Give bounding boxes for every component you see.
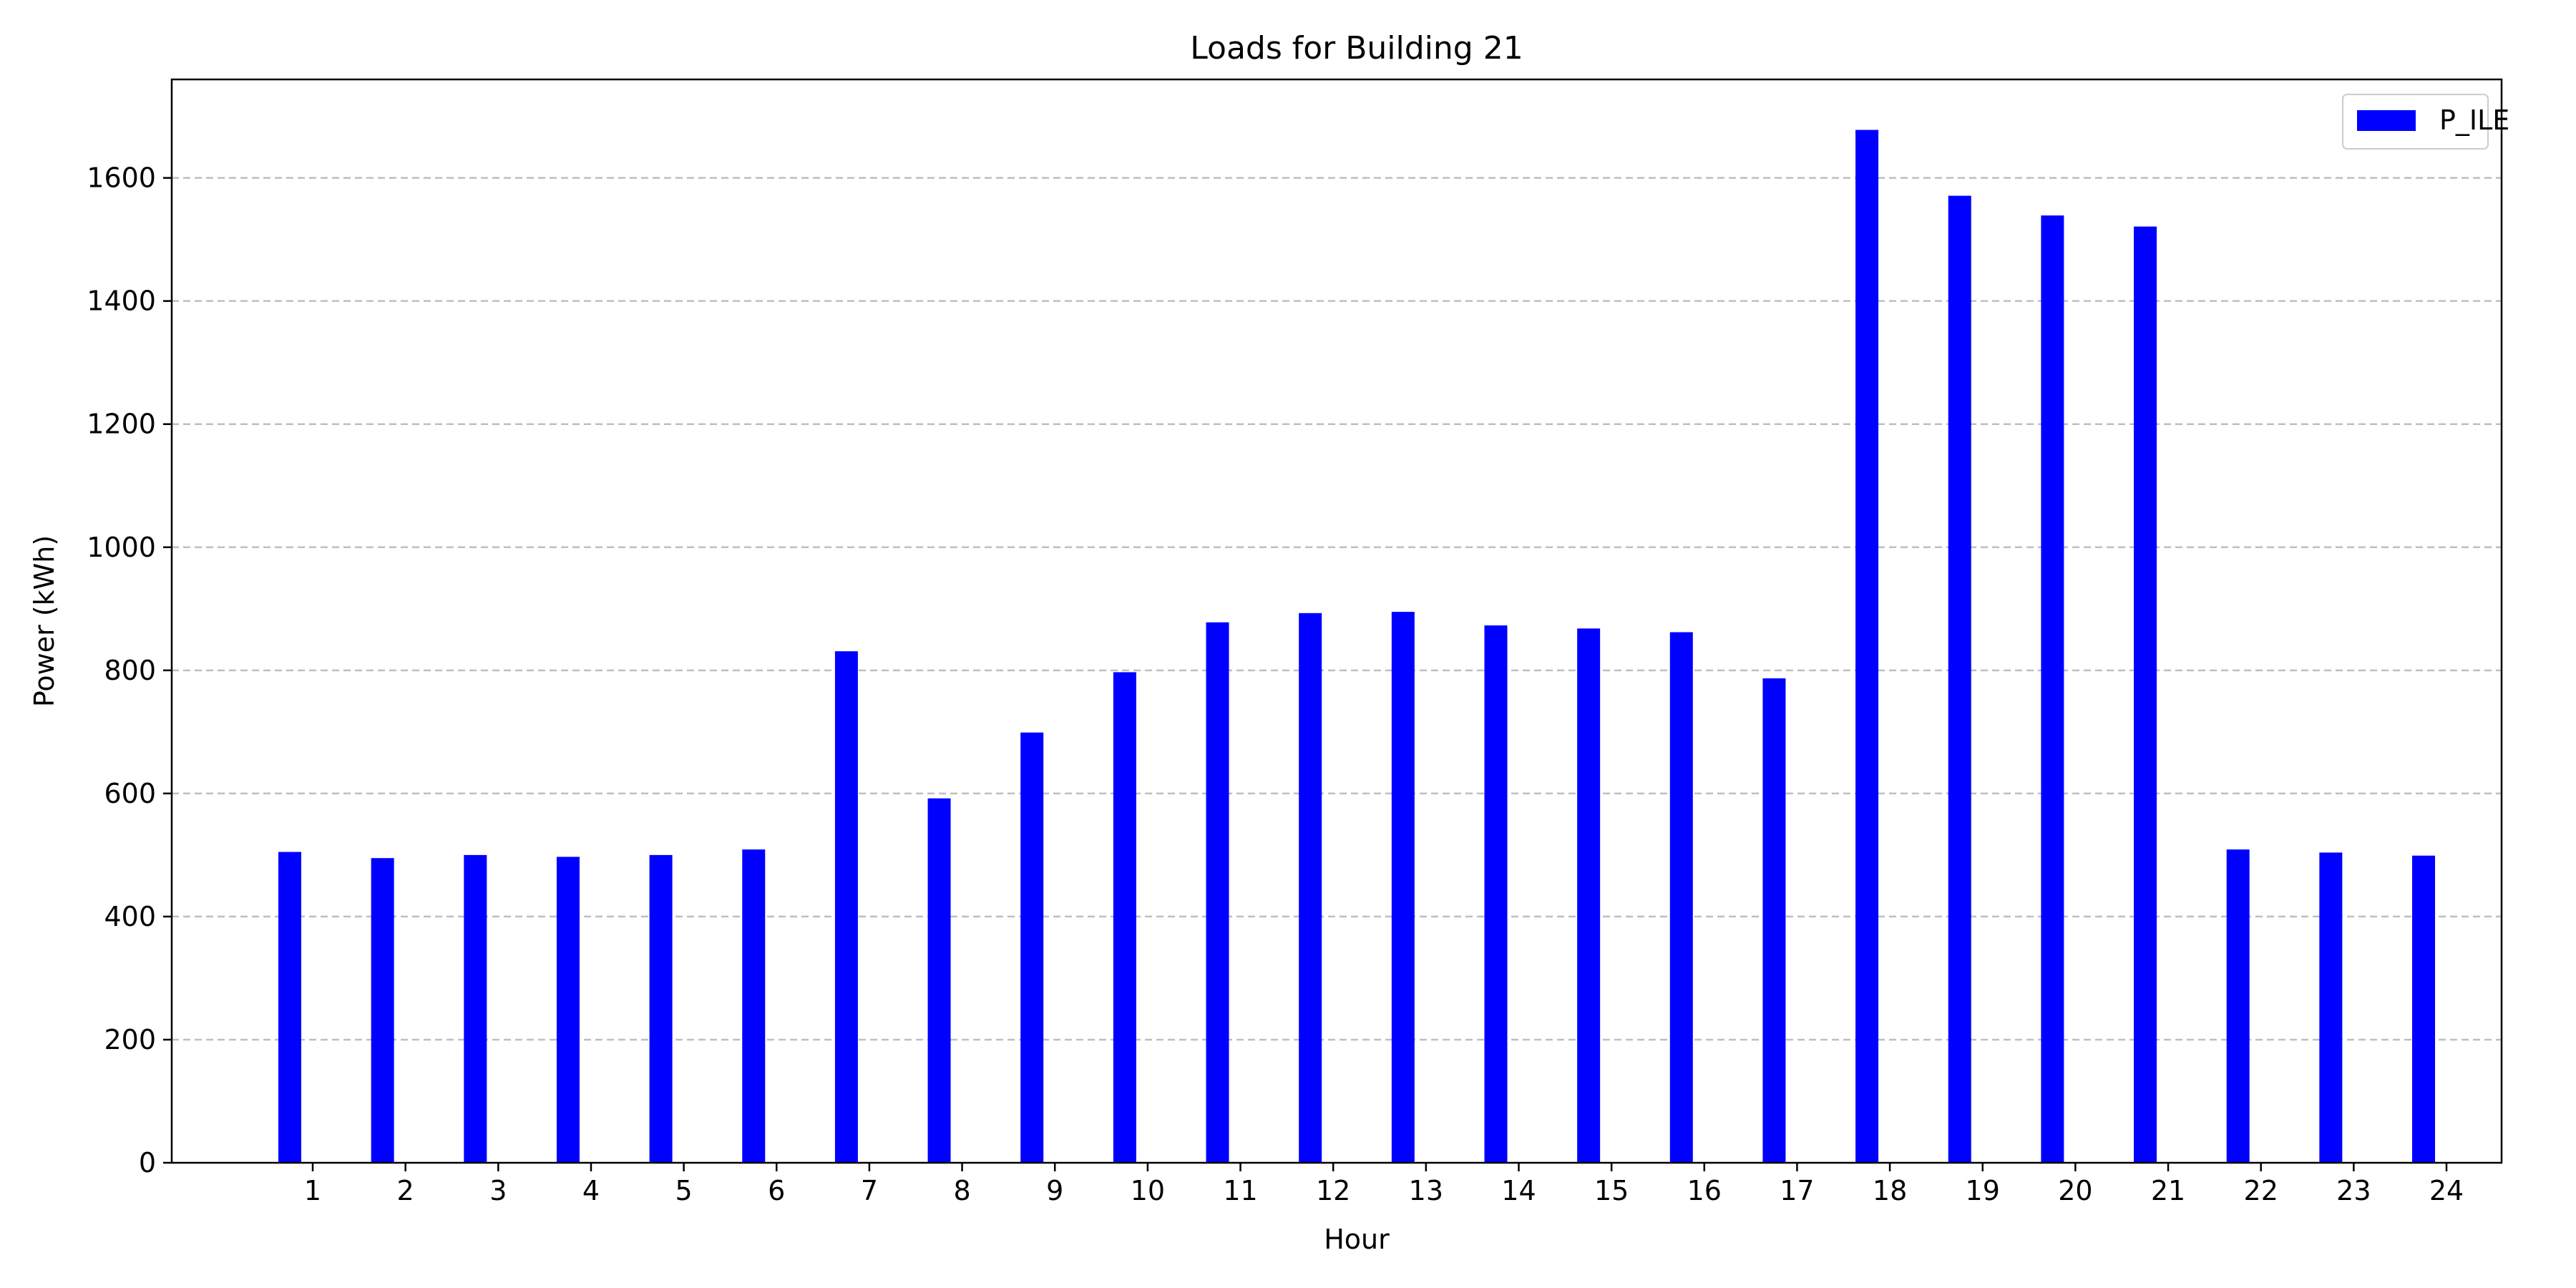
x-tick-label: 4 — [582, 1175, 600, 1206]
legend: P_ILE — [2342, 94, 2509, 150]
y-tick-label: 1400 — [87, 286, 156, 317]
bar-hour-2 — [371, 858, 394, 1163]
x-tick-label: 13 — [1409, 1175, 1443, 1206]
plot-frame — [170, 78, 2503, 1164]
x-tick-label: 6 — [768, 1175, 785, 1206]
bars — [278, 130, 2435, 1163]
bar-hour-8 — [927, 798, 951, 1163]
bar-hour-6 — [742, 849, 766, 1163]
bar-hour-23 — [2319, 852, 2343, 1163]
x-axis-label: Hour — [1324, 1224, 1390, 1255]
bar-hour-17 — [1762, 678, 1786, 1163]
x-tick-label: 20 — [2058, 1175, 2092, 1206]
bar-hour-24 — [2412, 855, 2435, 1163]
bar-hour-11 — [1206, 622, 1229, 1163]
x-tick-label: 15 — [1594, 1175, 1629, 1206]
x-tick-label: 3 — [489, 1175, 507, 1206]
x-tick-label: 19 — [1966, 1175, 2000, 1206]
x-tick-label: 18 — [1873, 1175, 1907, 1206]
bar-hour-21 — [2134, 226, 2157, 1163]
y-tick-label: 1600 — [87, 162, 156, 194]
x-tick-label: 9 — [1046, 1175, 1063, 1206]
x-tick-label: 12 — [1316, 1175, 1350, 1206]
bar-hour-18 — [1855, 130, 1879, 1163]
x-tick-label: 11 — [1223, 1175, 1257, 1206]
x-tick-label: 14 — [1501, 1175, 1536, 1206]
legend-swatch — [2357, 110, 2416, 131]
y-tick-label: 0 — [139, 1147, 156, 1179]
chart-title: Loads for Building 21 — [1190, 30, 1523, 67]
x-tick-label: 2 — [397, 1175, 414, 1206]
bar-hour-9 — [1020, 732, 1044, 1163]
x-tick-label: 24 — [2429, 1175, 2464, 1206]
y-tick-label: 800 — [104, 655, 156, 686]
bar-hour-15 — [1577, 628, 1601, 1163]
bar-hour-22 — [2226, 849, 2250, 1163]
bar-hour-16 — [1669, 632, 1693, 1163]
y-tick-label: 200 — [104, 1024, 156, 1055]
bar-hour-3 — [464, 854, 487, 1163]
x-tick-label: 16 — [1687, 1175, 1722, 1206]
x-tick-label: 23 — [2336, 1175, 2371, 1206]
x-tick-label: 10 — [1131, 1175, 1165, 1206]
bar-hour-7 — [834, 651, 858, 1163]
x-tick-label: 22 — [2244, 1175, 2278, 1206]
bar-hour-10 — [1113, 672, 1136, 1163]
y-tick-label: 1200 — [87, 409, 156, 440]
y-axis-ticks: 0 200 400 600 800 1000 1200 1400 1600 — [87, 162, 172, 1179]
x-tick-label: 17 — [1780, 1175, 1814, 1206]
x-tick-label: 1 — [304, 1175, 321, 1206]
bar-hour-13 — [1391, 612, 1415, 1163]
bar-hour-5 — [649, 854, 673, 1163]
bar-hour-19 — [1948, 195, 1971, 1163]
y-tick-label: 600 — [104, 778, 156, 809]
x-axis-ticks: 1 2 3 4 5 6 7 8 9 10 11 12 13 14 15 16 17 18 19 20 21 22 23 24 — [304, 1163, 2464, 1206]
bar-hour-1 — [278, 852, 301, 1163]
y-axis-label: Power (kWh) — [29, 535, 60, 707]
x-tick-label: 21 — [2151, 1175, 2185, 1206]
legend-label: P_ILE — [2439, 104, 2509, 136]
bar-hour-4 — [556, 857, 580, 1163]
y-tick-label: 1000 — [87, 532, 156, 563]
x-tick-label: 5 — [675, 1175, 693, 1206]
bar-hour-20 — [2041, 215, 2064, 1163]
x-tick-label: 7 — [861, 1175, 878, 1206]
y-tick-label: 400 — [104, 901, 156, 932]
bar-hour-12 — [1299, 613, 1322, 1163]
x-tick-label: 8 — [953, 1175, 970, 1206]
bar-hour-14 — [1484, 625, 1508, 1163]
grid-lines — [172, 177, 2502, 1041]
